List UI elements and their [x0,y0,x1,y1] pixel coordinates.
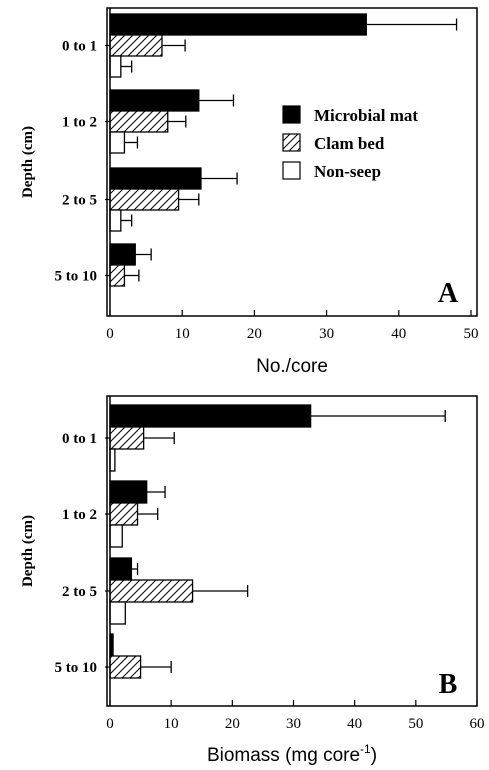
panel-a-bar-clam-bed [109,110,169,133]
panel-b-marks [109,404,446,679]
panel-a-letter: A [438,278,459,309]
panel-a-x-tick-label: 50 [464,326,479,342]
panel-a-x-tick-label: 30 [319,326,334,342]
panel-a-category-label: 0 to 1 [62,39,97,55]
panel-a-x-tick-label: 20 [247,326,262,342]
legend-label-microbial-mat: Microbial mat [314,106,418,125]
panel-b-bar-clam-bed [109,502,139,526]
panel-a-category-label: 5 to 10 [55,269,98,285]
panel-a-marks [109,13,458,287]
panel-a-x-tick-label: 40 [391,326,406,342]
panel-b-x-tick-label: 40 [347,716,362,732]
panel-a-categories: 0 to 1 1 to 2 2 to 5 5 to 10 [55,39,110,285]
panel-b-letter: B [439,669,458,700]
panel-b-x-tick-label: 20 [225,716,240,732]
panel-b-bar-microbial-mat [109,480,148,504]
panel-b-bar-clam-bed [109,426,145,450]
panel-b-bar-microbial-mat [109,557,133,581]
panel-a-bar-non-seep [109,209,122,232]
panel-b-ticks: 0 10 20 30 40 50 60 [106,396,485,732]
panel-a-x-tick-label: 0 [106,326,114,342]
panel-b-category-label: 0 to 1 [62,431,97,447]
legend-swatch-non-seep [282,161,301,180]
legend-label-clam-bed: Clam bed [314,134,385,153]
panel-a-bar-clam-bed [109,34,163,57]
panel-b-x-tick-label: 0 [106,716,114,732]
panel-a-frame [106,7,478,317]
panel-a-bar-microbial-mat [109,13,367,36]
panel-a-bar-microbial-mat [109,89,200,112]
panel-b: 0 10 20 30 40 50 60 0 to 11 to 22 to 55 to 10 … [20,395,485,766]
panel-b-bar-clam-bed [109,655,142,679]
panel-b-x-axis-label-suffix: ) [371,745,377,766]
panel-b-bar-non-seep [109,601,126,625]
legend: Microbial mat Clam bed Non-seep [282,105,418,181]
panel-b-x-tick-label: 30 [286,716,301,732]
panel-a-category-label: 2 to 5 [62,193,97,209]
panel-b-frame [106,395,478,707]
legend-swatch-microbial-mat [282,105,301,124]
panel-b-x-tick-label: 10 [164,716,179,732]
panel-b-categories: 0 to 1 1 to 2 2 to 5 5 to 10 [55,431,110,676]
panel-b-y-axis-label: Depth (cm) [20,515,36,587]
panel-b-category-label: 1 to 2 [62,507,97,523]
panel-b-category-label: 5 to 10 [55,660,98,676]
panel-b-bar-non-seep [109,524,123,548]
panel-b-bar-clam-bed [109,579,194,603]
panel-b-x-axis-label-superscript: -1 [360,742,371,756]
panel-a-y-axis-label: Depth (cm) [20,126,36,198]
panel-a: 0 10 20 30 40 50 0 to 1 1 to 2 2 to 5 5 to 10 De… [20,7,479,377]
panel-a-bar-clam-bed [109,188,180,211]
panel-a-bar-microbial-mat [109,167,202,190]
panel-a-bar-microbial-mat [109,243,136,266]
panel-a-bar-non-seep [109,55,122,78]
panel-b-x-axis-label-main: Biomass (mg core [207,745,360,766]
panel-b-category-label: 2 to 5 [62,584,97,600]
legend-label-non-seep: Non-seep [314,162,381,181]
panel-b-x-tick-label: 50 [408,716,423,732]
panel-a-x-axis-label: No./core [256,356,328,377]
panel-b-bar-microbial-mat [109,404,312,428]
panel-a-bar-clam-bed [109,264,126,287]
panel-a-bar-non-seep [109,131,126,154]
panel-a-category-label: 1 to 2 [62,115,97,131]
panel-b-x-tick-label: 60 [470,716,485,732]
panel-a-x-tick-label: 10 [175,326,190,342]
panel-b-x-axis-label: Biomass (mg core-1) [207,742,377,766]
panel-a-ticks: 0 10 20 30 40 50 [106,8,479,342]
legend-swatch-clam-bed [282,133,301,152]
